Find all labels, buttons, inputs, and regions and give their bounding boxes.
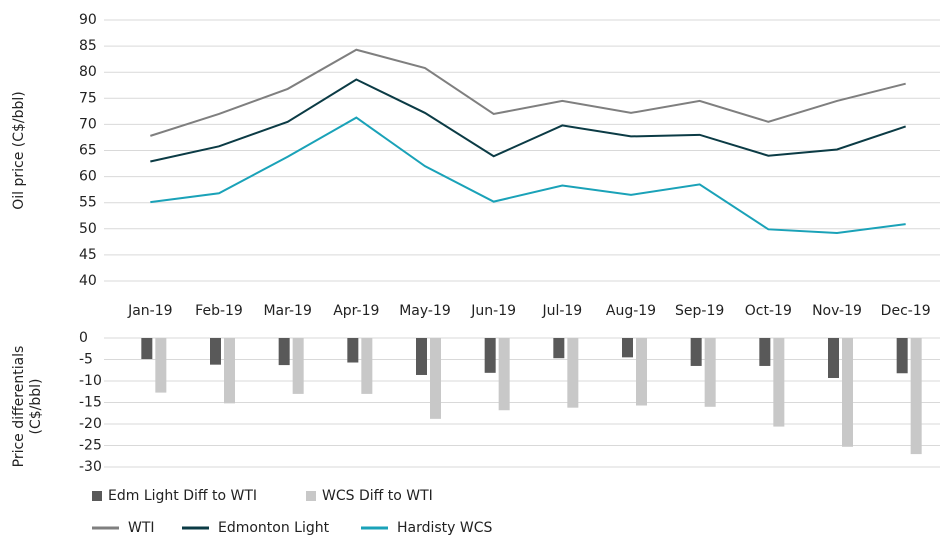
- legend-label: Edm Light Diff to WTI: [108, 488, 257, 504]
- bar: [347, 338, 359, 363]
- legend-label: Hardisty WCS: [397, 520, 493, 536]
- bar: [155, 338, 167, 393]
- bar: [361, 338, 373, 394]
- y-tick-label: -15: [79, 395, 102, 411]
- x-tick-label: Jul-19: [541, 303, 582, 319]
- bar: [484, 338, 496, 373]
- bar: [278, 338, 290, 366]
- x-tick-label: Apr-19: [333, 303, 379, 319]
- x-tick-label: Jan-19: [127, 303, 172, 319]
- y-tick-label: 85: [79, 38, 97, 54]
- bar: [498, 338, 510, 411]
- bar: [842, 338, 853, 447]
- bar: [773, 338, 785, 427]
- y-tick-label: -25: [79, 438, 102, 454]
- bar: [896, 338, 908, 374]
- y-tick-label: 60: [79, 169, 97, 185]
- bar: [141, 338, 153, 360]
- bar: [292, 338, 304, 394]
- y-axis-label: Oil price (C$/bbl): [11, 91, 27, 210]
- y-axis-label: Price differentials: [11, 346, 27, 468]
- bar: [704, 338, 716, 407]
- y-tick-label: 80: [79, 64, 97, 80]
- line-series: [150, 116, 906, 234]
- y-axis-label: (C$/bbl): [28, 379, 44, 435]
- x-tick-label: Mar-19: [263, 303, 311, 319]
- x-tick-label: Feb-19: [195, 303, 243, 319]
- y-tick-label: -20: [79, 416, 102, 432]
- y-tick-label: 75: [79, 90, 97, 106]
- bar: [910, 338, 922, 455]
- y-tick-label: 65: [79, 143, 97, 159]
- bar: [567, 338, 579, 408]
- y-tick-label: 50: [79, 221, 97, 237]
- y-tick-label: 45: [79, 247, 97, 263]
- line-series: [150, 48, 906, 137]
- bar: [636, 338, 647, 406]
- x-tick-label: May-19: [399, 303, 451, 319]
- bar: [224, 338, 235, 404]
- legend-swatch: [92, 491, 102, 501]
- y-tick-label: -10: [79, 373, 102, 389]
- x-tick-label: Sep-19: [675, 303, 724, 319]
- bar: [622, 338, 633, 358]
- y-tick-label: 0: [79, 330, 88, 346]
- x-tick-label: Oct-19: [745, 303, 792, 319]
- x-tick-label: Dec-19: [881, 303, 931, 319]
- bar: [828, 338, 839, 378]
- legend-label: Edmonton Light: [218, 520, 330, 536]
- y-tick-label: -5: [79, 352, 93, 368]
- y-tick-label: 55: [79, 195, 97, 211]
- y-tick-label: -30: [79, 459, 102, 475]
- line-series: [150, 78, 906, 163]
- bar: [759, 338, 771, 366]
- bar: [553, 338, 565, 359]
- x-tick-label: Nov-19: [812, 303, 862, 319]
- bar: [210, 338, 221, 365]
- y-tick-label: 70: [79, 116, 97, 132]
- x-tick-label: Jun-19: [470, 303, 516, 319]
- legend-label: WTI: [128, 520, 155, 536]
- y-tick-label: 90: [79, 12, 97, 28]
- y-tick-label: 40: [79, 273, 97, 289]
- x-tick-label: Aug-19: [606, 303, 656, 319]
- bar: [416, 338, 427, 375]
- legend-label: WCS Diff to WTI: [322, 488, 433, 504]
- legend-swatch: [306, 491, 316, 501]
- bar: [690, 338, 702, 366]
- bar: [430, 338, 441, 419]
